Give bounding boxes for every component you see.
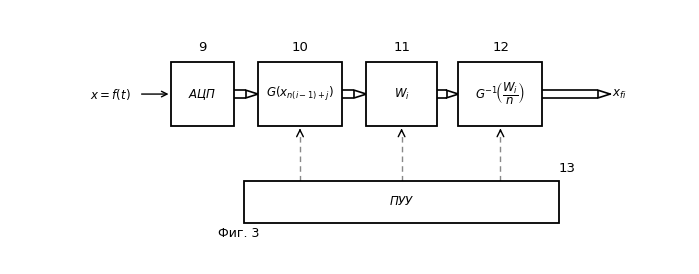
Bar (366, 62, 437, 126)
Text: $x_{fi}$: $x_{fi}$ (612, 87, 626, 101)
Text: $x{=}f(t)$: $x{=}f(t)$ (90, 87, 131, 102)
Text: Фиг. 3: Фиг. 3 (218, 227, 260, 240)
Text: $ПУУ$: $ПУУ$ (389, 195, 415, 208)
Text: $АЦП$: $АЦП$ (188, 87, 217, 102)
Text: $W_i$: $W_i$ (394, 87, 410, 102)
Bar (459, 62, 542, 126)
Bar (171, 62, 233, 126)
Text: 10: 10 (292, 41, 309, 54)
Text: $G^{-1}\!\left(\dfrac{W_i}{n}\right)$: $G^{-1}\!\left(\dfrac{W_i}{n}\right)$ (475, 81, 526, 107)
Text: 12: 12 (492, 41, 509, 54)
Bar (245, 181, 559, 223)
Text: 11: 11 (393, 41, 410, 54)
Text: 9: 9 (199, 41, 207, 54)
Text: 13: 13 (559, 162, 575, 175)
Text: $G(x_{n(i-1)+j})$: $G(x_{n(i-1)+j})$ (266, 85, 334, 103)
Bar (258, 62, 342, 126)
